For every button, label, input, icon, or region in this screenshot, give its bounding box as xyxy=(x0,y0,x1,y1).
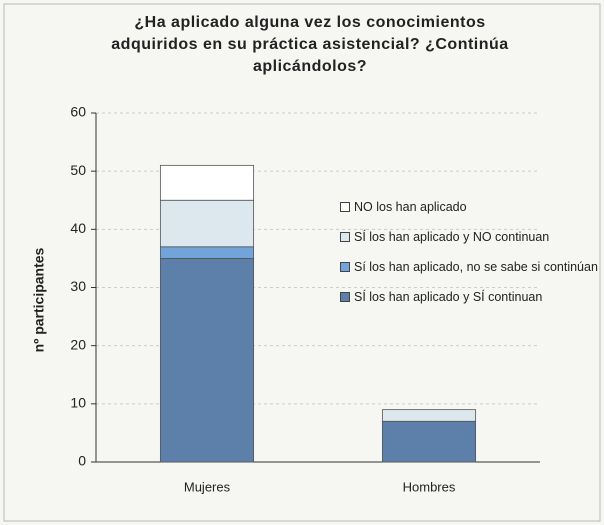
legend-swatch xyxy=(340,202,350,212)
y-tick-label: 50 xyxy=(70,162,86,178)
legend-label: Sí los han aplicado, no se sabe si conti… xyxy=(354,260,598,274)
legend-label: SÍ los han aplicado y NO continuan xyxy=(354,230,550,244)
legend-label: SÍ los han aplicado y SÍ continuan xyxy=(354,290,543,304)
legend-swatch xyxy=(340,262,350,272)
frame xyxy=(3,3,601,522)
x-tick-label: Hombres xyxy=(403,479,456,494)
y-tick-label: 40 xyxy=(70,220,86,236)
y-tick-label: 60 xyxy=(70,104,86,120)
y-tick-label: 30 xyxy=(70,278,86,294)
y-tick-label: 0 xyxy=(78,453,86,469)
bar-segment xyxy=(159,246,255,259)
legend-item: NO los han aplicado xyxy=(340,200,602,214)
bar-segment xyxy=(159,258,255,463)
legend-item: SÍ los han aplicado y NO continuan xyxy=(340,230,602,244)
x-tick-label: Mujeres xyxy=(184,479,231,494)
bar-segment xyxy=(381,409,477,422)
y-tick-label: 20 xyxy=(70,336,86,352)
legend-swatch xyxy=(340,232,350,242)
y-axis-label: nº participantes xyxy=(31,247,47,352)
bar-segment xyxy=(381,420,477,463)
y-tick-label: 10 xyxy=(70,395,86,411)
chart-title: ¿Ha aplicado alguna vez los conocimiento… xyxy=(111,14,509,75)
legend-label: NO los han aplicado xyxy=(354,200,467,214)
bar-segment xyxy=(159,199,255,248)
legend-item: SÍ los han aplicado y SÍ continuan xyxy=(340,290,602,304)
legend: NO los han aplicado SÍ los han aplicado y… xyxy=(340,200,602,320)
bar-segment xyxy=(159,164,255,201)
legend-item: Sí los han aplicado, no se sabe si conti… xyxy=(340,260,602,274)
legend-swatch xyxy=(340,292,350,302)
